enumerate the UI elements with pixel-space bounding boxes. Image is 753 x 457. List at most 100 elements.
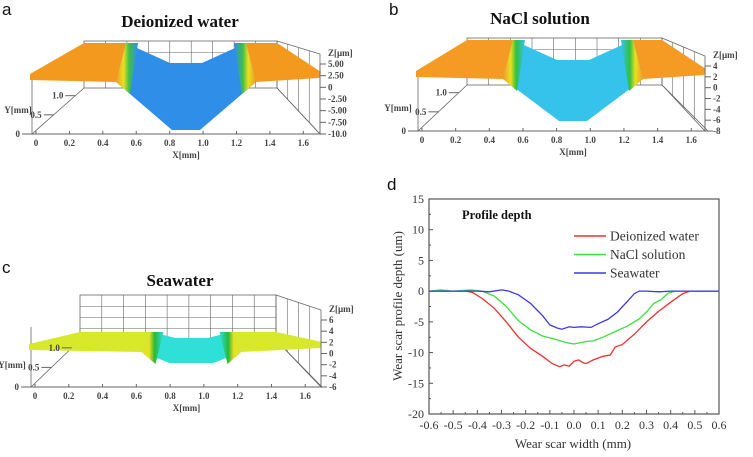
surface-valley — [503, 40, 643, 121]
surface-plateau-right — [231, 332, 322, 352]
z-tick-label: 4 — [329, 326, 334, 336]
y-tick-label: -10 — [408, 346, 424, 360]
z-tick-label: 0 — [328, 82, 333, 92]
x-tick-label: 0.0 — [567, 418, 582, 432]
z-tick-label: 2 — [713, 72, 718, 82]
x-tick-label: 1.0 — [197, 138, 209, 148]
x-tick-label: 0.8 — [164, 391, 176, 401]
z-tick-label: -6 — [713, 115, 721, 125]
y-tick-label: -15 — [408, 376, 424, 390]
surface-valley — [141, 332, 242, 363]
surface-wall-left — [116, 43, 138, 94]
series-line-deionized-water — [429, 290, 719, 368]
x-tick-label: 0.6 — [712, 418, 727, 432]
x-tick-label: -0.3 — [492, 418, 511, 432]
y-tick-label: 0 — [418, 284, 424, 298]
y-tick-label: 15 — [412, 192, 424, 206]
x-tick-label: 0.6 — [131, 391, 143, 401]
floor-edge — [661, 84, 709, 132]
y-tick-label: 0.5 — [28, 362, 40, 372]
z-tick-label: -4 — [713, 104, 721, 114]
z-tick-label: 6 — [329, 315, 334, 325]
surface-plateau-left — [416, 40, 513, 79]
panel-a-letter: a — [2, 0, 12, 19]
z-tick-label: 2 — [329, 337, 334, 347]
z-tick-label: -2.50 — [328, 94, 347, 104]
panel-b-title: NaCl solution — [490, 9, 590, 28]
x-tick-label: 0.4 — [97, 391, 109, 401]
panel-b-surface-plot: 0 0.2 0.4 0.6 0.8 1.0 1.2 1.4 1.6 X[mm] 0 0.5 1.0 Y[m… — [384, 37, 738, 157]
z-axis-label: Z[µm] — [713, 50, 738, 60]
x-tick-label: 0 — [33, 391, 38, 401]
z-tick-label: -4 — [329, 371, 337, 381]
x-tick-label: 1.6 — [300, 391, 312, 401]
x-tick-label: 0.8 — [164, 138, 176, 148]
x-tick-label: 0 — [34, 138, 39, 148]
x-tick-label: 1.0 — [585, 135, 597, 145]
z-tick-label: 0 — [713, 83, 718, 93]
z-tick-label: -5.00 — [328, 106, 347, 116]
surface-wall-left — [141, 332, 164, 364]
surface-plateau-right — [246, 43, 321, 82]
x-tick-label: 0.5 — [687, 418, 702, 432]
y-tick-label: 1.0 — [52, 91, 64, 101]
z-tick-label: -8 — [713, 126, 721, 136]
x-tick-label: 0 — [420, 135, 425, 145]
x-tick-label: 0.2 — [64, 138, 76, 148]
panel-c-surface-plot: 0 0.2 0.4 0.6 0.8 1.0 1.2 1.4 1.6 X[mm] 0 0.5 1.0 Y[m… — [0, 294, 354, 413]
chart-legend: Deionized water NaCl solution Seawater — [574, 229, 699, 281]
series-line-seawater — [429, 289, 719, 330]
y-tick-label: -20 — [408, 407, 424, 421]
x-tick-label: 0.2 — [615, 418, 630, 432]
panel-a-title: Deionized water — [121, 12, 239, 31]
floor-edge — [276, 87, 321, 135]
x-tick-label: 1.2 — [231, 138, 243, 148]
y-tick-label: -5 — [414, 315, 424, 329]
x-tick-label: 1.0 — [198, 391, 210, 401]
y-axis-label: Y[mm] — [384, 103, 412, 113]
y-tick-label: 1.0 — [436, 88, 448, 98]
y-axis-label: Y[mm] — [0, 360, 26, 370]
x-tick-label: 0.3 — [639, 418, 654, 432]
x-tick-label: 0.1 — [591, 418, 606, 432]
z-axis-label: Z[µm] — [329, 304, 354, 314]
z-tick-label: 5.00 — [328, 59, 344, 69]
panel-c-title: Seawater — [146, 271, 214, 290]
x-tick-label: 1.4 — [652, 135, 664, 145]
panel-c-letter: c — [2, 258, 11, 277]
y-tick-label: 5 — [418, 253, 424, 267]
y-axis-label: Y[mm] — [4, 105, 32, 115]
x-tick-label: -0.1 — [540, 418, 559, 432]
surface-plateau-left — [30, 43, 126, 82]
y-tick-label: 0.5 — [415, 107, 427, 117]
y-tick-label: 1.0 — [49, 343, 61, 353]
z-axis-label: Z[µm] — [328, 48, 353, 58]
x-tick-label: 0.4 — [97, 138, 109, 148]
x-tick-label: -0.4 — [468, 418, 487, 432]
chart-y-label: Wear scar profile depth (um) — [390, 231, 405, 381]
z-tick-label: -2 — [329, 360, 337, 370]
x-tick-label: 0.4 — [484, 135, 496, 145]
z-tick-label: -7.50 — [328, 117, 347, 127]
surface-plateau-right — [633, 40, 706, 79]
z-tick-label: -10.0 — [328, 129, 347, 139]
surface-plateau-left — [29, 332, 152, 352]
x-tick-label: 0.2 — [450, 135, 462, 145]
surface-wall-right — [234, 43, 256, 94]
panel-b-letter: b — [389, 0, 399, 19]
x-tick-label: 0.4 — [663, 418, 678, 432]
x-tick-label: 1.2 — [232, 391, 244, 401]
y-tick-label: 0 — [402, 126, 407, 136]
x-tick-label: 0.2 — [63, 391, 75, 401]
z-tick-label: 4 — [713, 61, 718, 71]
x-tick-label: 1.6 — [686, 135, 698, 145]
chart-frame: -0.6 -0.5 -0.4 -0.3 -0.2 -0.1 0.0 0.1 0.2 0.3 0.4 0… — [408, 192, 727, 432]
z-tick-label: -2 — [713, 94, 721, 104]
x-tick-label: 1.4 — [266, 391, 278, 401]
x-tick-label: 0.8 — [551, 135, 563, 145]
z-tick-label: 0 — [329, 349, 334, 359]
x-tick-label: 0.6 — [517, 135, 529, 145]
y-tick-label: 0.5 — [30, 110, 42, 120]
x-tick-label: -0.2 — [516, 418, 535, 432]
